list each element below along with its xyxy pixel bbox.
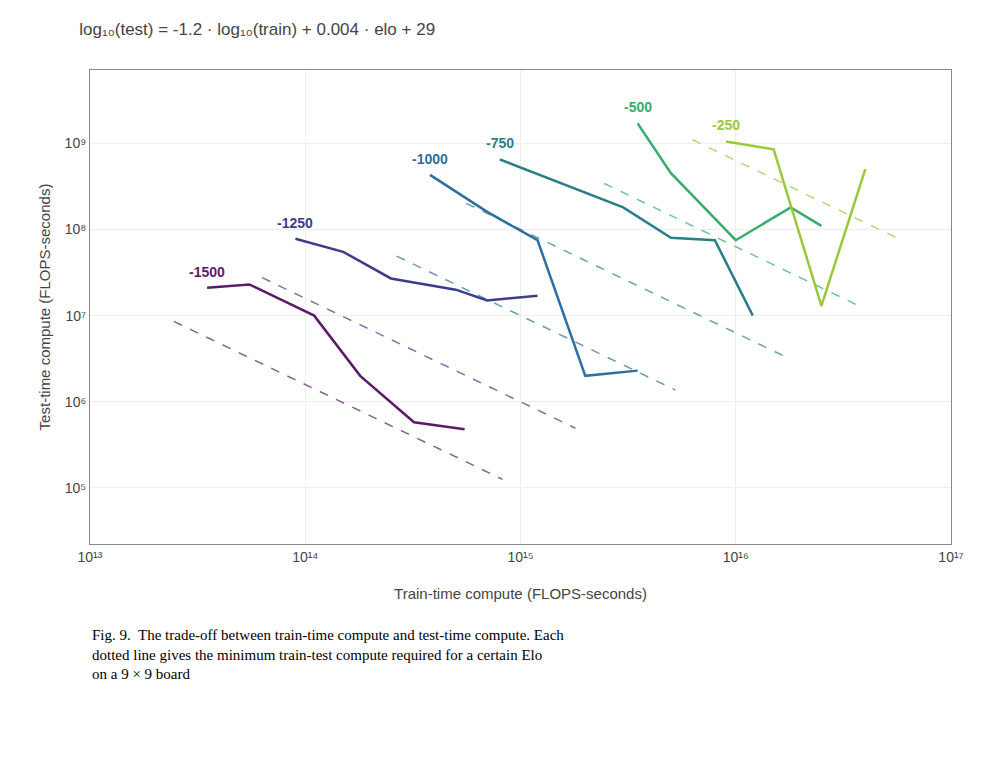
svg-text:10⁸: 10⁸ <box>65 221 87 237</box>
svg-text:log₁₀(test) = -1.2 · log₁₀(tra: log₁₀(test) = -1.2 · log₁₀(train) + 0.00… <box>79 20 435 39</box>
svg-text:10⁶: 10⁶ <box>65 394 86 410</box>
svg-text:10⁷: 10⁷ <box>66 308 87 324</box>
svg-text:10¹⁴: 10¹⁴ <box>292 549 318 565</box>
svg-text:10¹⁵: 10¹⁵ <box>507 549 533 565</box>
svg-text:-1250: -1250 <box>277 215 313 231</box>
svg-text:10¹³: 10¹³ <box>78 549 103 565</box>
svg-text:Test-time compute (FLOPS-secon: Test-time compute (FLOPS-seconds) <box>36 184 53 431</box>
svg-text:-750: -750 <box>486 135 514 151</box>
svg-text:Train-time compute (FLOPS-seco: Train-time compute (FLOPS-seconds) <box>394 585 647 602</box>
svg-text:-250: -250 <box>712 117 740 133</box>
svg-text:-1500: -1500 <box>189 264 225 280</box>
svg-text:Fig. 9. The trade-off between: Fig. 9. The trade-off between train-time… <box>92 627 564 682</box>
svg-text:10¹⁷: 10¹⁷ <box>938 549 963 565</box>
svg-text:-500: -500 <box>624 99 652 115</box>
svg-text:10¹⁶: 10¹⁶ <box>723 549 749 565</box>
svg-text:10⁵: 10⁵ <box>65 480 86 496</box>
svg-text:10⁹: 10⁹ <box>65 135 87 151</box>
svg-text:-1000: -1000 <box>412 151 448 167</box>
